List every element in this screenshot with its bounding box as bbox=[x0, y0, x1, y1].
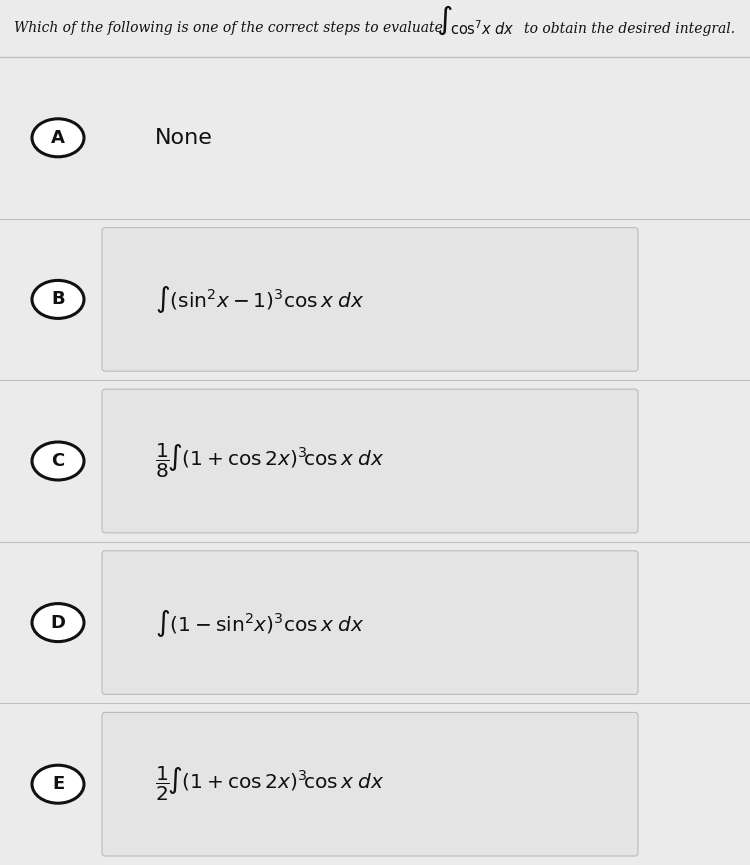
Text: A: A bbox=[51, 129, 65, 147]
FancyBboxPatch shape bbox=[102, 227, 638, 371]
FancyBboxPatch shape bbox=[102, 713, 638, 856]
Text: $\cos^7\!x\; dx$: $\cos^7\!x\; dx$ bbox=[450, 20, 514, 38]
Text: None: None bbox=[155, 128, 213, 148]
Bar bbox=[0, 381, 750, 541]
Ellipse shape bbox=[32, 766, 84, 804]
Ellipse shape bbox=[32, 119, 84, 157]
Bar bbox=[0, 0, 750, 57]
Text: $\int$: $\int$ bbox=[436, 3, 452, 36]
Ellipse shape bbox=[32, 604, 84, 642]
Text: Which of the following is one of the correct steps to evaluate: Which of the following is one of the cor… bbox=[14, 21, 442, 35]
Text: $\int (\sin^2\!x - 1)^3 \cos x\; dx$: $\int (\sin^2\!x - 1)^3 \cos x\; dx$ bbox=[155, 284, 364, 316]
Text: $\dfrac{1}{8}\!\int (1 + \cos 2x)^3\!\cos x\; dx$: $\dfrac{1}{8}\!\int (1 + \cos 2x)^3\!\co… bbox=[155, 442, 385, 480]
Text: C: C bbox=[51, 452, 64, 470]
Bar bbox=[0, 541, 750, 703]
Text: to obtain the desired integral.: to obtain the desired integral. bbox=[524, 22, 735, 36]
Text: $\dfrac{1}{2}\!\int (1 + \cos 2x)^3\!\cos x\; dx$: $\dfrac{1}{2}\!\int (1 + \cos 2x)^3\!\co… bbox=[155, 765, 385, 804]
Ellipse shape bbox=[32, 280, 84, 318]
FancyBboxPatch shape bbox=[102, 389, 638, 533]
Bar bbox=[0, 57, 750, 219]
Bar bbox=[0, 703, 750, 865]
Text: $\int (1 - \sin^2\!x)^3 \cos x\; dx$: $\int (1 - \sin^2\!x)^3 \cos x\; dx$ bbox=[155, 606, 364, 638]
FancyBboxPatch shape bbox=[102, 551, 638, 695]
Text: D: D bbox=[50, 613, 65, 631]
Text: B: B bbox=[51, 291, 64, 309]
Ellipse shape bbox=[32, 442, 84, 480]
Text: E: E bbox=[52, 775, 64, 793]
Bar bbox=[0, 219, 750, 381]
